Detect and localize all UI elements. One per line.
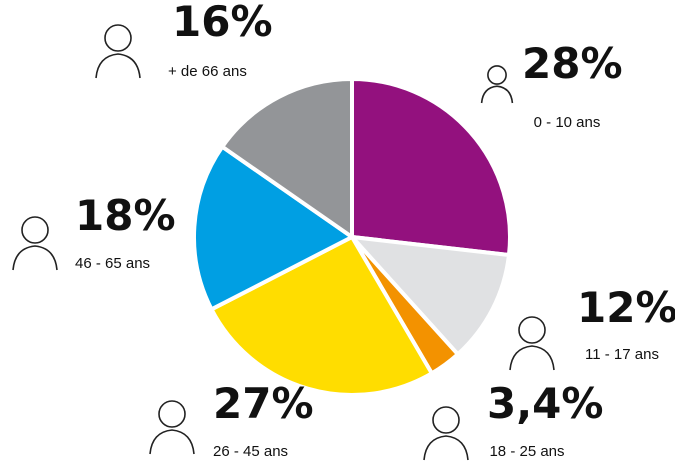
person-icon — [518, 316, 546, 344]
pie-slice — [220, 77, 354, 239]
category-label: 0 - 10 ans — [534, 114, 601, 131]
pie-slice — [209, 235, 434, 397]
pie-slice — [192, 144, 354, 312]
value-label: 18% — [75, 191, 176, 240]
category-label: 26 - 45 ans — [213, 443, 288, 460]
category-label: 11 - 17 ans — [585, 346, 659, 363]
person-icon — [158, 400, 186, 428]
person-icon — [12, 245, 58, 271]
pie-slice — [350, 235, 511, 357]
person-icon — [104, 24, 132, 52]
category-label: 18 - 25 ans — [489, 443, 564, 460]
person-icon — [21, 216, 49, 244]
person-icon — [480, 85, 514, 104]
category-label: + de 66 ans — [168, 63, 247, 80]
person-icon — [487, 65, 507, 85]
person-icon — [95, 53, 141, 79]
person-icon — [432, 406, 460, 434]
value-label: 16% — [172, 0, 273, 46]
pie-slice — [350, 77, 512, 258]
person-icon — [509, 345, 555, 371]
category-label: 46 - 65 ans — [75, 255, 150, 272]
value-label: 28% — [522, 39, 623, 88]
value-label: 3,4% — [487, 379, 603, 428]
person-icon — [423, 435, 469, 461]
person-icon — [149, 429, 195, 455]
value-label: 27% — [213, 379, 314, 428]
value-label: 12% — [577, 283, 675, 332]
